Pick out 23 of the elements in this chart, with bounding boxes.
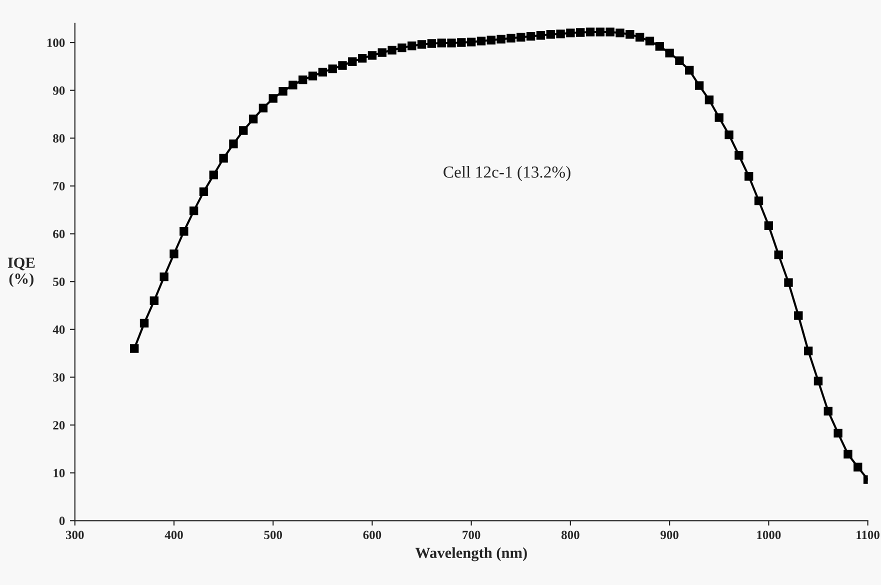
y-tick-label: 90	[53, 86, 65, 95]
x-tick-label: 300	[66, 530, 84, 540]
x-tick-label: 600	[363, 530, 382, 540]
x-tick-label: 700	[462, 530, 480, 540]
y-tick-label: 60	[53, 230, 65, 238]
y-tick-label: 70	[53, 182, 65, 190]
x-tick-label: 400	[164, 530, 183, 540]
x-tick-label: 1000	[757, 530, 781, 540]
x-tick-label: 1100	[856, 530, 880, 540]
y-tick-label: 30	[53, 373, 65, 382]
x-tick-label: 900	[660, 530, 678, 540]
y-tick-label: 50	[53, 278, 65, 286]
annotation: Cell 12c-1 (13.2%)	[444, 166, 570, 182]
y-tick-label: 80	[53, 134, 65, 143]
x-tick-label: 800	[561, 530, 580, 540]
y-tick-label: 20	[53, 421, 65, 430]
y-tick-label: 100	[47, 38, 65, 47]
x-axis-title: Wavelength (nm)	[415, 547, 527, 562]
y-tick-label: 0	[59, 516, 65, 526]
y-tick-label: 10	[54, 468, 65, 478]
y-tick-label: 40	[52, 325, 65, 334]
x-tick-label: 500	[264, 530, 282, 540]
y-axis-title: IQE (%)	[8, 258, 35, 287]
